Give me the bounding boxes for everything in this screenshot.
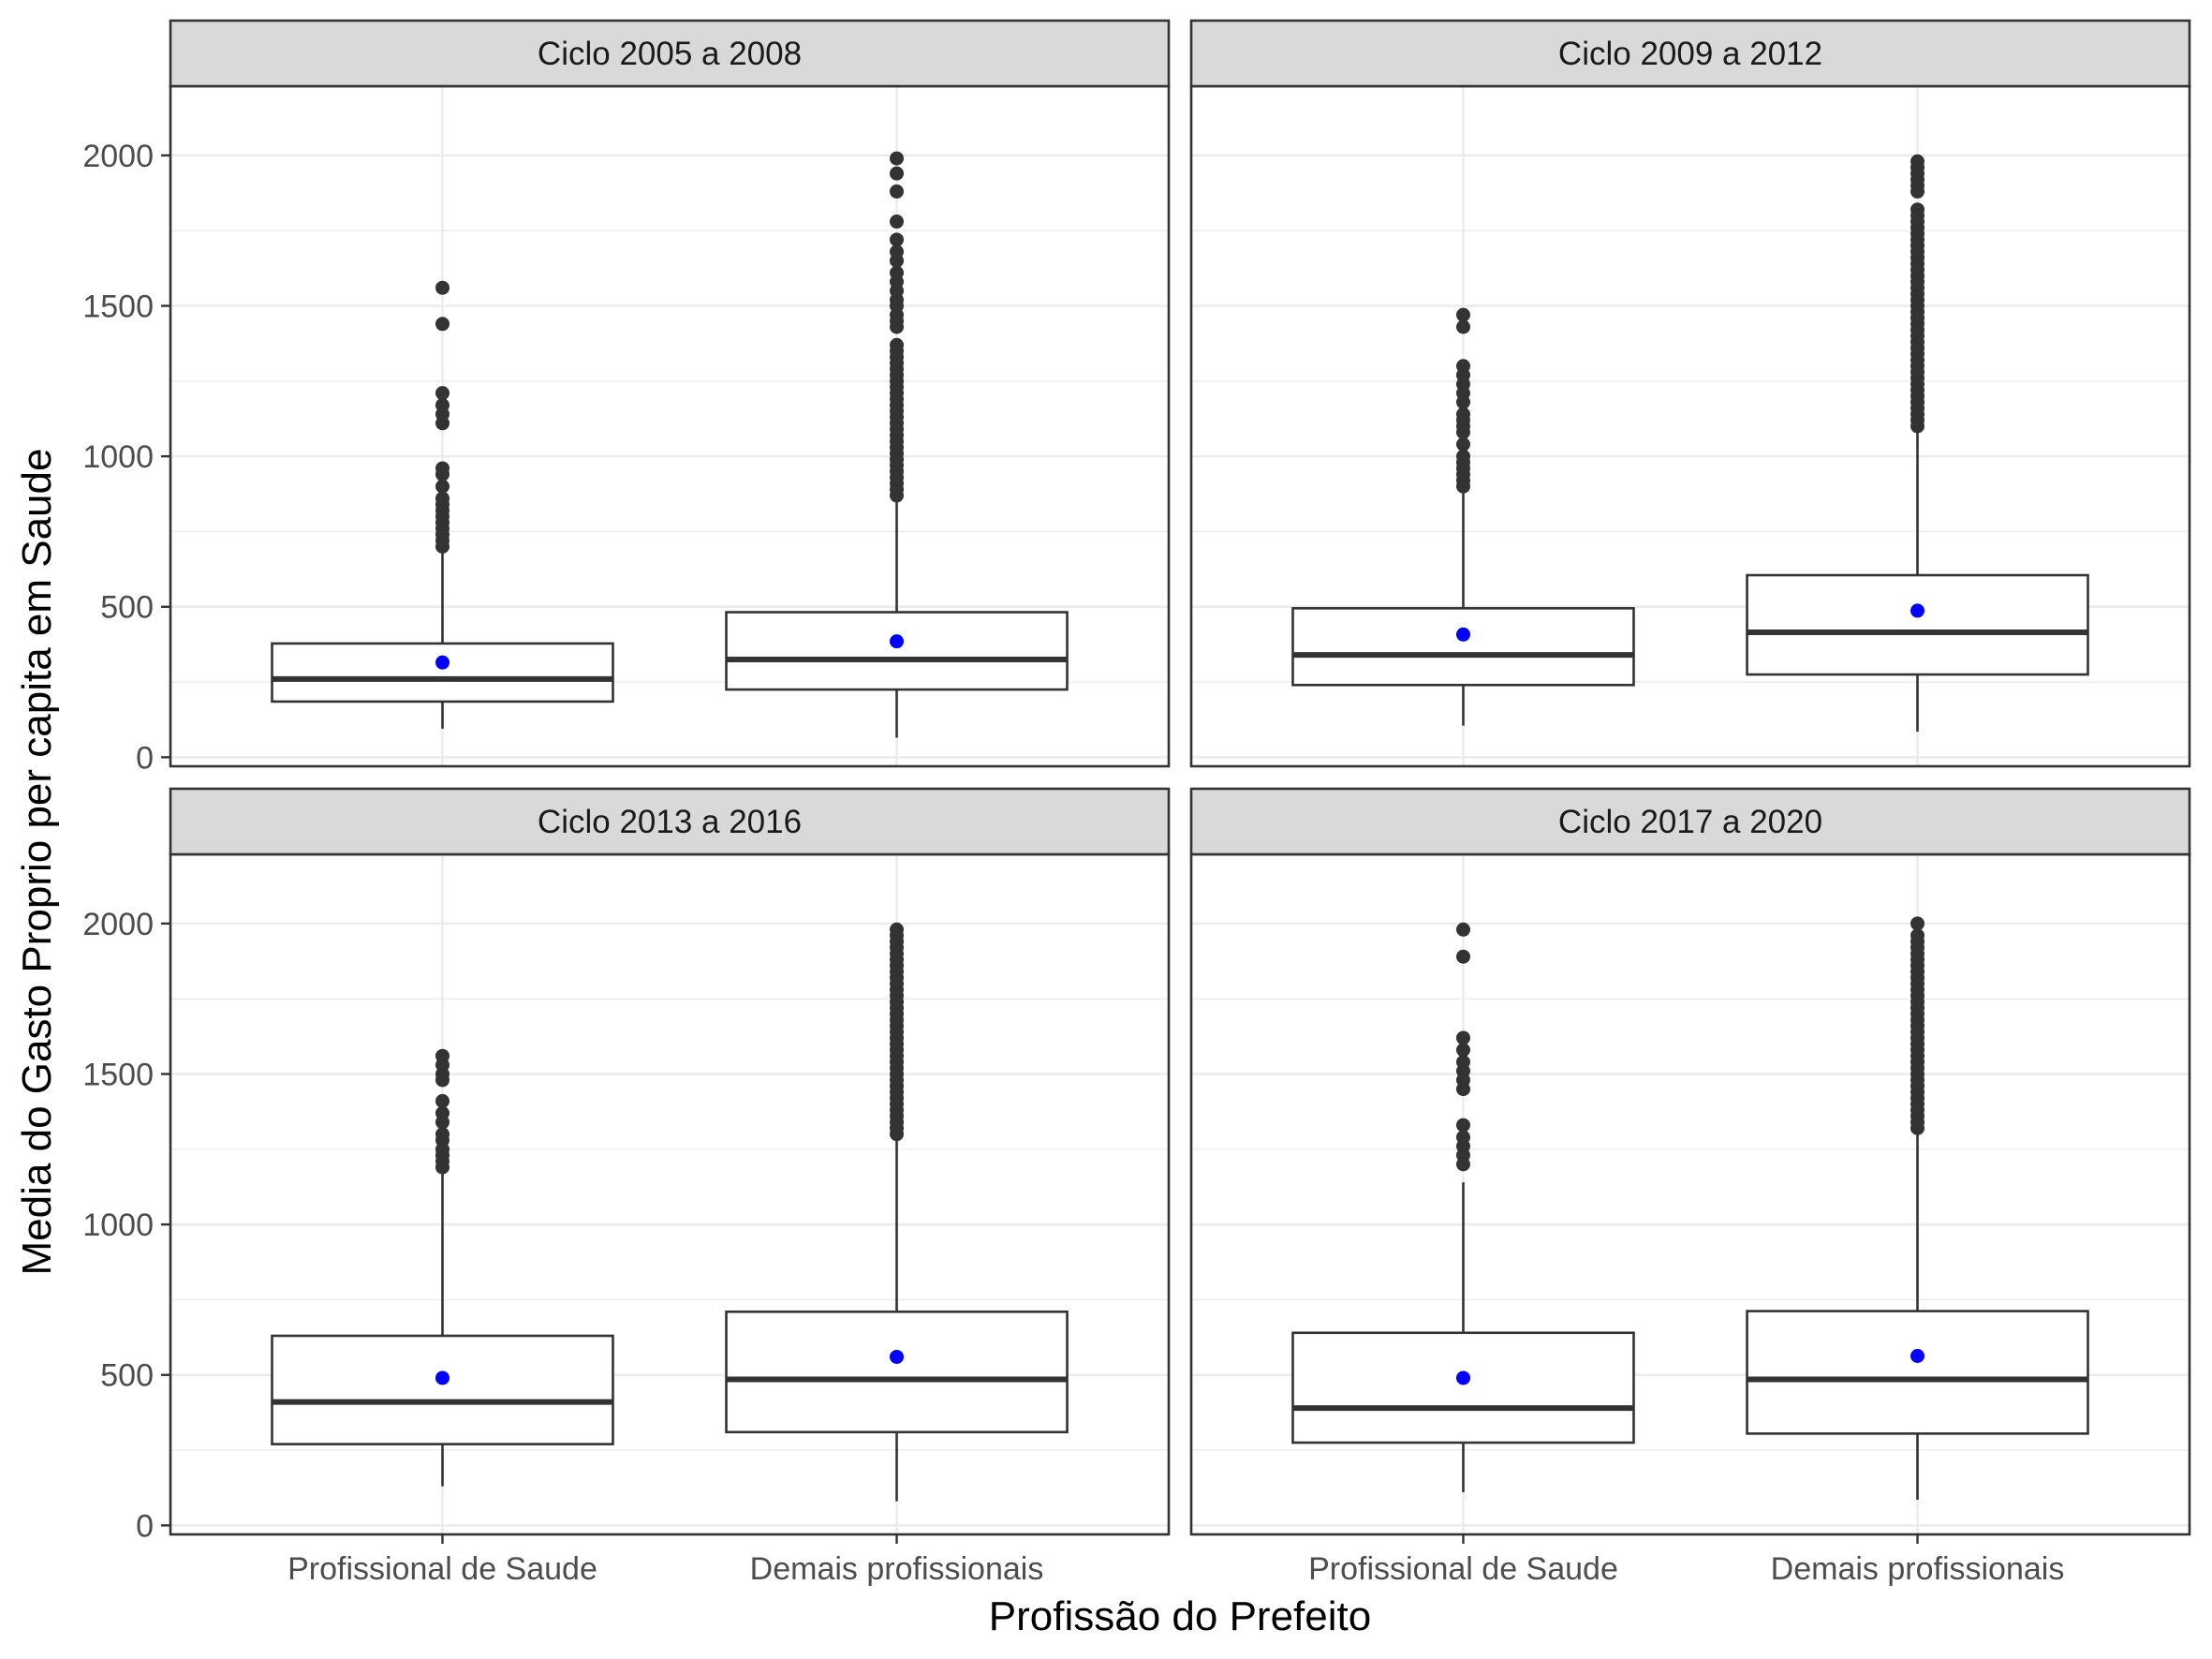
x-tick-label: Demais profissionais (750, 1551, 1044, 1587)
outlier-point (1910, 916, 1925, 931)
outlier-point (890, 922, 905, 937)
outlier-point (1910, 202, 1925, 217)
box-iqr (1291, 607, 1635, 687)
strip-title: Ciclo 2005 a 2008 (538, 36, 802, 72)
y-tick-label: 0 (136, 740, 154, 776)
mean-point (890, 1349, 905, 1364)
outlier-point (890, 244, 905, 259)
box-group (725, 151, 1069, 738)
outlier-point (890, 265, 905, 280)
box-iqr (725, 611, 1069, 691)
x-tick-label: Profissional de Saude (288, 1551, 597, 1587)
outlier-point (1455, 922, 1470, 937)
outlier-point (1455, 1118, 1470, 1133)
outlier-point (1455, 359, 1470, 374)
outlier-point (1910, 928, 1925, 943)
outlier-point (1455, 1055, 1470, 1070)
mean-point (890, 634, 905, 649)
y-tick-label: 500 (100, 1358, 154, 1394)
mean-point (1455, 1370, 1470, 1385)
strip-title: Ciclo 2013 a 2016 (538, 804, 802, 840)
y-tick-label: 1000 (82, 1207, 154, 1243)
y-tick-label: 2000 (82, 907, 154, 942)
outlier-point (1455, 1030, 1470, 1045)
mean-point (435, 1370, 450, 1385)
outlier-point (435, 491, 450, 506)
mean-point (1910, 1349, 1925, 1364)
mean-point (1455, 627, 1470, 642)
outlier-point (890, 166, 905, 181)
facet-panel: Ciclo 2017 a 2020 Profissional de Saude De… (1189, 787, 2191, 1587)
y-tick-label: 2000 (82, 139, 154, 174)
outlier-point (890, 184, 905, 199)
y-tick-label: 1500 (82, 289, 154, 325)
outlier-point (1455, 1043, 1470, 1058)
y-tick-label: 1500 (82, 1058, 154, 1093)
box-iqr (1291, 1331, 1635, 1444)
facet-panel: Ciclo 2005 a 2008 0 500 1000 1500 2000 (82, 19, 1171, 776)
outlier-point (435, 461, 450, 476)
outlier-point (1455, 949, 1470, 964)
y-axis-title: Media do Gasto Proprio per capita em Sau… (14, 449, 60, 1276)
outlier-point (890, 337, 905, 352)
box-iqr (271, 642, 614, 704)
facet-panel: Ciclo 2009 a 2012 (1189, 19, 2191, 768)
box-group (1746, 154, 2089, 733)
box-group (1291, 307, 1635, 726)
outlier-point (435, 280, 450, 295)
outlier-point (1455, 1130, 1470, 1145)
box-iqr (1746, 1310, 2089, 1435)
box-group (1746, 916, 2089, 1501)
outlier-point (435, 1093, 450, 1108)
strip-title: Ciclo 2009 a 2012 (1558, 36, 1822, 72)
strip-title: Ciclo 2017 a 2020 (1558, 804, 1822, 840)
outlier-point (890, 151, 905, 166)
outlier-point (435, 1048, 450, 1063)
box-group (271, 280, 614, 729)
outlier-point (890, 232, 905, 247)
outlier-point (1910, 154, 1925, 169)
outlier-point (1455, 449, 1470, 464)
y-tick-label: 500 (100, 590, 154, 626)
outlier-point (435, 479, 450, 494)
box-group (725, 922, 1069, 1502)
mean-point (435, 655, 450, 670)
y-tick-label: 0 (136, 1508, 154, 1544)
mean-point (1910, 603, 1925, 618)
facet-panel: Ciclo 2013 a 2016 0 500 1000 1500 2000 Profiss… (82, 787, 1171, 1587)
strip-background (1189, 19, 2191, 88)
outlier-point (435, 386, 450, 401)
y-tick-label: 1000 (82, 439, 154, 475)
box-iqr (1746, 573, 2089, 676)
x-tick-label: Demais profissionais (1771, 1551, 2065, 1587)
box-group (1291, 922, 1635, 1493)
x-tick-label: Profissional de Saude (1308, 1551, 1618, 1587)
outlier-point (1455, 307, 1470, 322)
strip-background (169, 787, 1171, 856)
strip-background (169, 19, 1171, 88)
box-group (271, 1048, 614, 1487)
x-axis-title: Profissão do Prefeito (989, 1593, 1371, 1639)
outlier-point (435, 1105, 450, 1120)
outlier-point (1455, 437, 1470, 452)
box-iqr (725, 1310, 1069, 1434)
box-iqr (271, 1334, 614, 1445)
outlier-point (890, 215, 905, 230)
outlier-point (435, 317, 450, 332)
strip-background (1189, 787, 2191, 856)
outlier-point (1455, 319, 1470, 334)
outlier-point (435, 398, 450, 413)
outlier-point (435, 1127, 450, 1142)
outlier-point (1455, 407, 1470, 422)
